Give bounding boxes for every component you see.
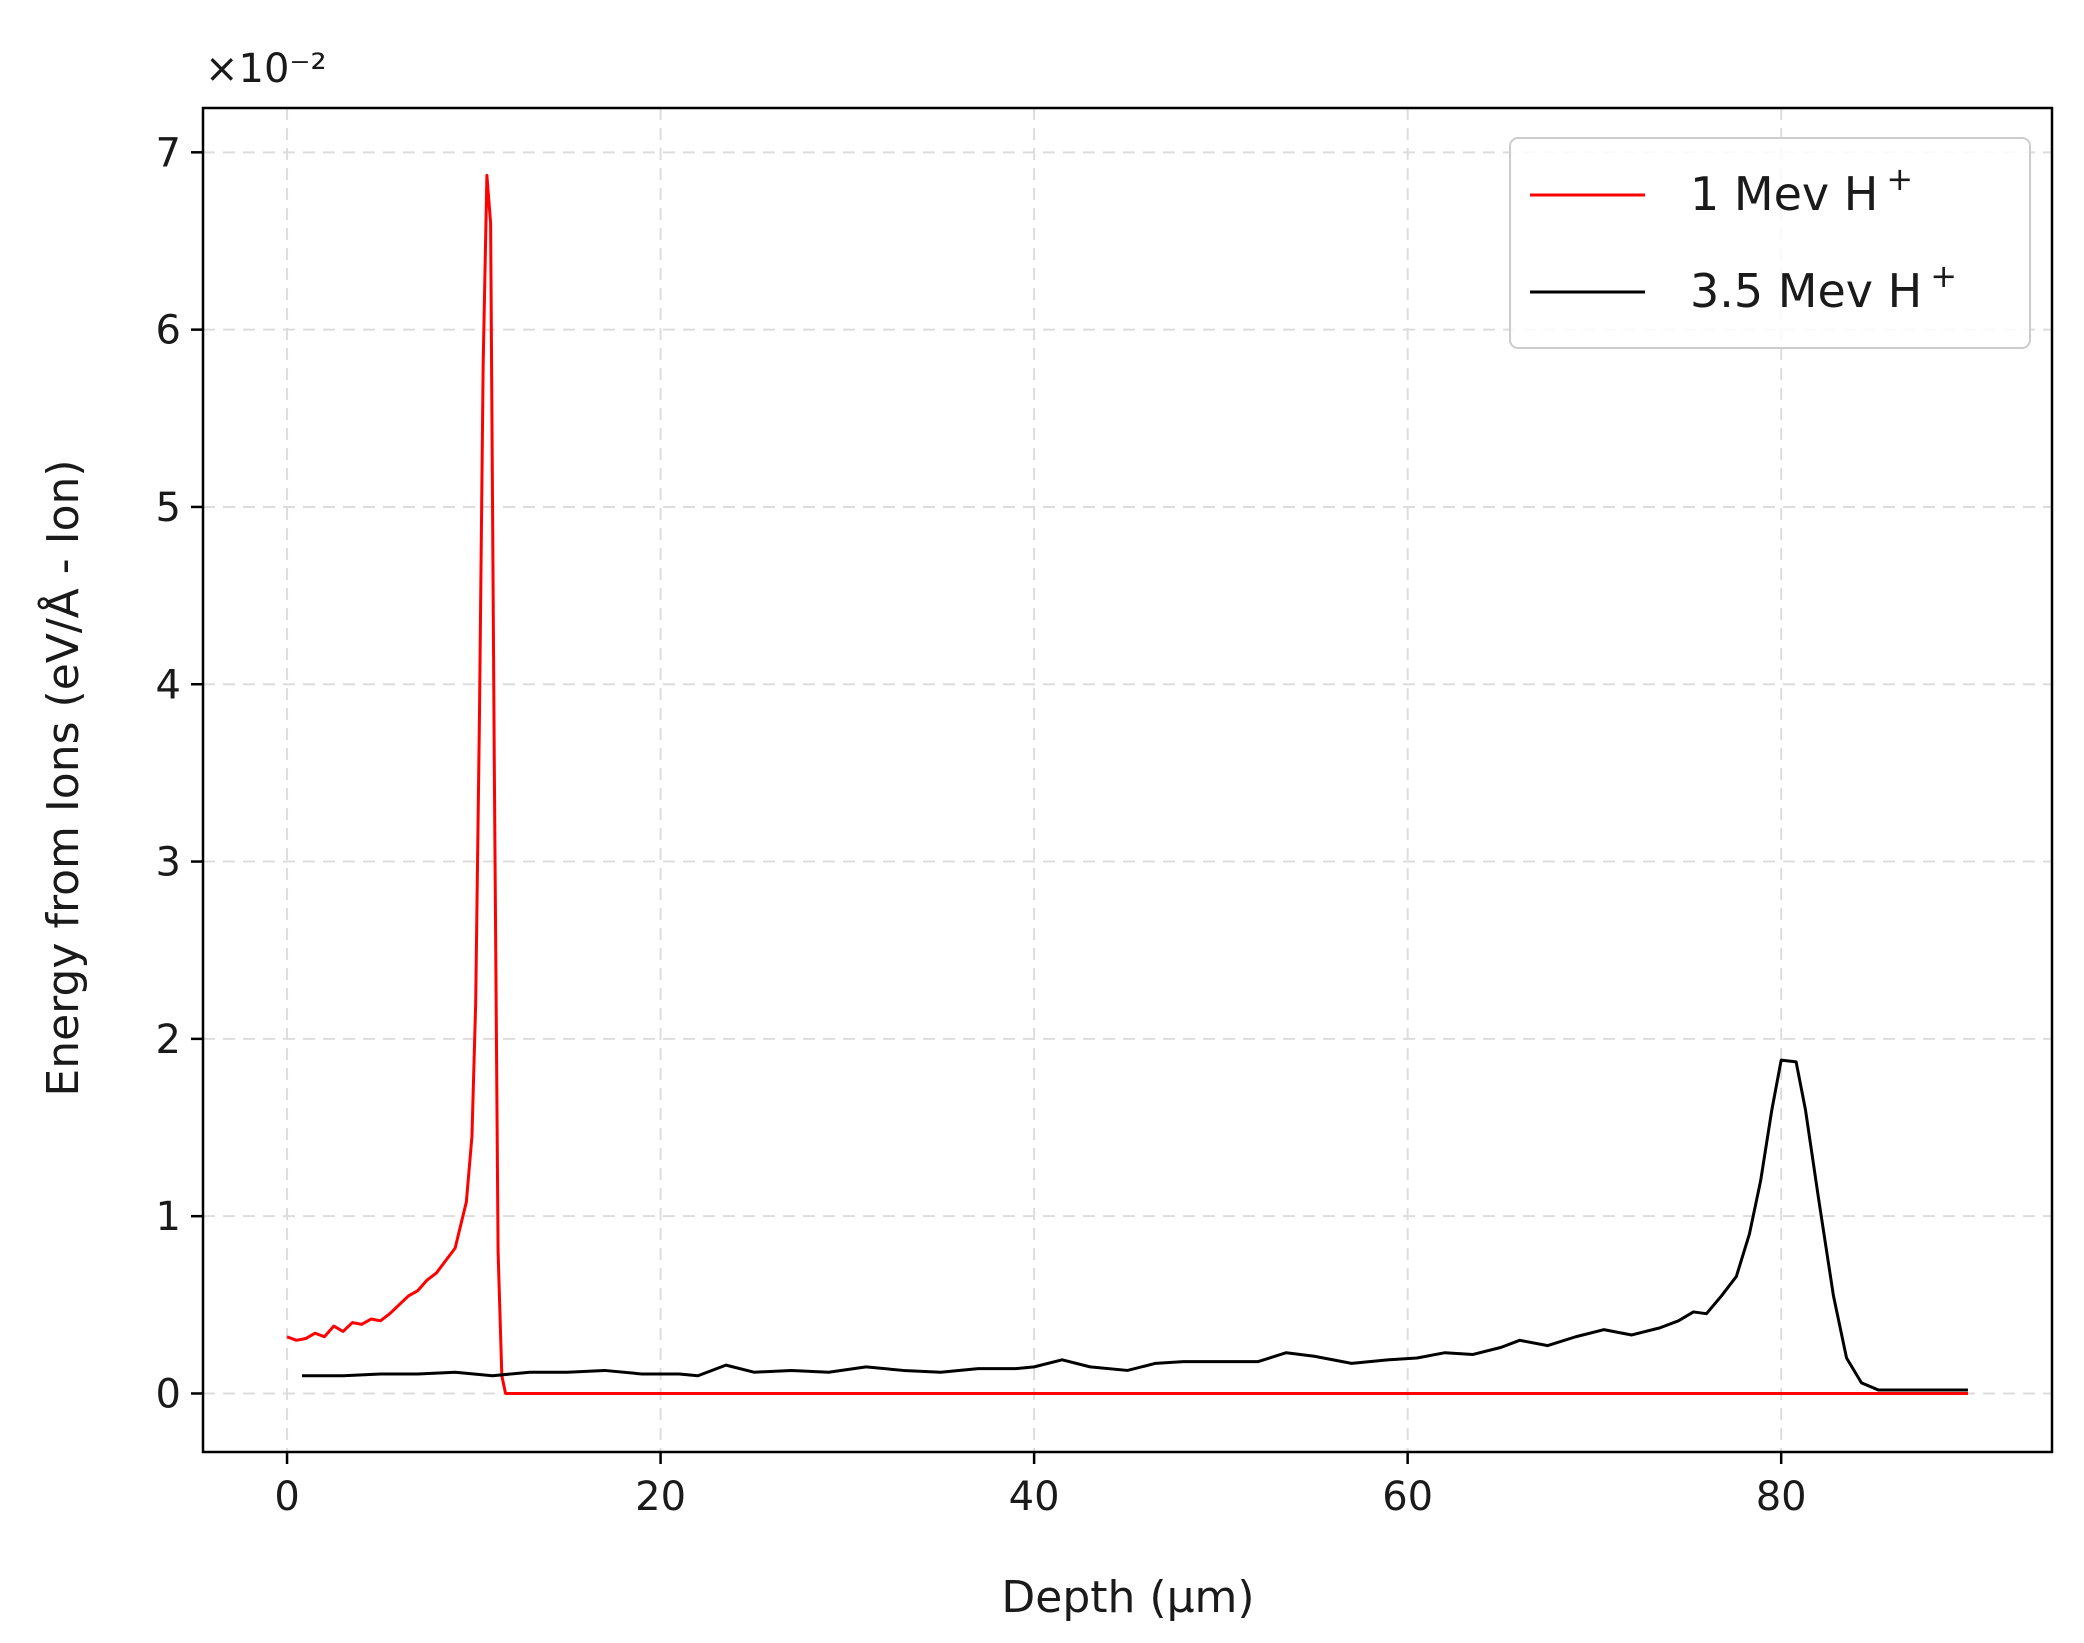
y-tick-label: 2 bbox=[156, 1017, 181, 1063]
legend-label-series-2: 3.5 Mev H bbox=[1690, 264, 1922, 318]
x-tick-label: 60 bbox=[1382, 1474, 1433, 1520]
y-tick-label: 0 bbox=[156, 1371, 181, 1417]
series-layer bbox=[286, 173, 1968, 1395]
y-tick-label: 6 bbox=[156, 308, 181, 354]
legend-superscript-series-2: + bbox=[1930, 257, 1957, 295]
series-line-1 bbox=[286, 173, 1968, 1395]
legend-entry-series-2: 3.5 Mev H + bbox=[1690, 257, 1957, 318]
y-tick-label: 4 bbox=[156, 662, 181, 708]
series-line-2 bbox=[301, 1058, 1968, 1392]
x-tick-label: 40 bbox=[1009, 1474, 1060, 1520]
legend-label-series-1: 1 Mev H bbox=[1690, 167, 1878, 221]
x-tick-label: 80 bbox=[1756, 1474, 1807, 1520]
grid bbox=[203, 108, 2052, 1452]
legend-box bbox=[1509, 137, 2031, 349]
plot-frame bbox=[201, 106, 2054, 1454]
legend-superscript-series-1: + bbox=[1886, 160, 1913, 198]
y-axis-offset-label: ×10⁻² bbox=[205, 46, 327, 92]
x-axis: 0 20 40 60 80 bbox=[274, 1452, 1807, 1520]
legend: 1 Mev H + 3.5 Mev H + bbox=[1509, 137, 2031, 349]
x-tick-label: 20 bbox=[635, 1474, 686, 1520]
legend-entry-series-1: 1 Mev H + bbox=[1690, 160, 1913, 221]
y-tick-label: 3 bbox=[156, 840, 181, 886]
x-tick-label: 0 bbox=[274, 1474, 299, 1520]
y-tick-label: 5 bbox=[156, 485, 181, 531]
x-axis-label: Depth (μm) bbox=[1001, 1572, 1254, 1623]
y-axis-label: Energy from Ions (eV/Å - Ion) bbox=[36, 459, 89, 1096]
y-tick-label: 7 bbox=[156, 130, 181, 176]
y-axis: 0 1 2 3 4 5 6 7 bbox=[156, 130, 203, 1417]
y-tick-label: 1 bbox=[156, 1194, 181, 1240]
